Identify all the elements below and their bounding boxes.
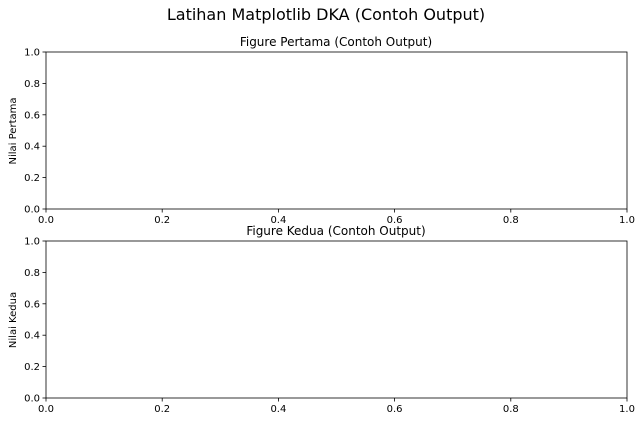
axes-second-ylabel: Nilai Kedua (8, 292, 19, 348)
axes-first-xtick-label: 0.2 (154, 215, 170, 226)
axes-first-ylabel: Nilai Pertama (8, 98, 19, 165)
axes-first: Figure Pertama (Contoh Output) Nilai Per… (8, 35, 635, 226)
axes-first-ytick-label: 0.8 (24, 79, 40, 90)
axes-second-ytick-label: 0.4 (24, 331, 40, 342)
axes-first-xtick-label: 0.6 (387, 215, 403, 226)
axes-second-xticks: 0.0 0.2 0.4 0.6 0.8 1.0 (38, 398, 635, 415)
axes-second-yticks: 0.0 0.2 0.4 0.6 0.8 1.0 (24, 237, 46, 405)
axes-second-xtick-label: 0.6 (387, 404, 403, 415)
axes-first-ytick-label: 0.0 (24, 205, 40, 216)
axes-first-xticks: 0.0 0.2 0.4 0.6 0.8 1.0 (38, 209, 635, 226)
axes-second-xtick-label: 0.2 (154, 404, 170, 415)
axes-second-ytick-label: 0.0 (24, 394, 40, 405)
axes-second-xtick-label: 0.4 (270, 404, 286, 415)
axes-second-ytick-label: 0.8 (24, 268, 40, 279)
axes-second: Figure Kedua (Contoh Output) Nilai Kedua… (8, 224, 635, 415)
axes-second-xtick-label: 1.0 (619, 404, 635, 415)
axes-first-xtick-label: 1.0 (619, 215, 635, 226)
axes-first-yticks: 0.0 0.2 0.4 0.6 0.8 1.0 (24, 48, 46, 216)
figure-suptitle: Latihan Matplotlib DKA (Contoh Output) (167, 5, 485, 24)
axes-first-xtick-label: 0.0 (38, 215, 54, 226)
axes-first-ytick-label: 1.0 (24, 48, 40, 59)
axes-first-title: Figure Pertama (Contoh Output) (240, 35, 432, 49)
axes-first-ytick-label: 0.4 (24, 142, 40, 153)
axes-first-ytick-label: 0.2 (24, 173, 40, 184)
axes-second-xtick-label: 0.8 (503, 404, 519, 415)
axes-first-ytick-label: 0.6 (24, 110, 40, 121)
axes-second-frame (45, 240, 628, 399)
axes-second-xtick-label: 0.0 (38, 404, 54, 415)
axes-second-ytick-label: 0.6 (24, 299, 40, 310)
axes-second-ytick-label: 1.0 (24, 237, 40, 248)
axes-first-xtick-label: 0.4 (270, 215, 286, 226)
axes-first-xtick-label: 0.8 (503, 215, 519, 226)
axes-second-title: Figure Kedua (Contoh Output) (246, 224, 425, 238)
axes-second-ytick-label: 0.2 (24, 362, 40, 373)
axes-first-frame (45, 51, 628, 210)
